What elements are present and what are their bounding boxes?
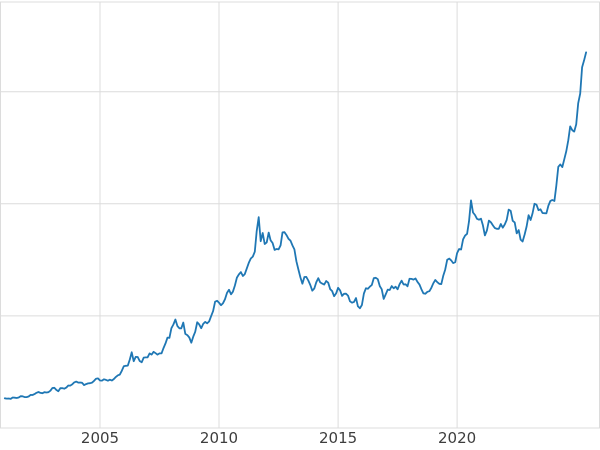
plot-border: [0, 1, 600, 429]
gridline-layer: [0, 2, 600, 429]
x-axis-tick-label-2020: 2020: [438, 429, 477, 447]
x-axis-tick-label-2005: 2005: [80, 429, 120, 447]
price-line-series: [3, 51, 587, 400]
x-axis-tick-label-2010: 2010: [199, 429, 239, 447]
x-axis-tick-label-2015: 2015: [319, 429, 358, 447]
